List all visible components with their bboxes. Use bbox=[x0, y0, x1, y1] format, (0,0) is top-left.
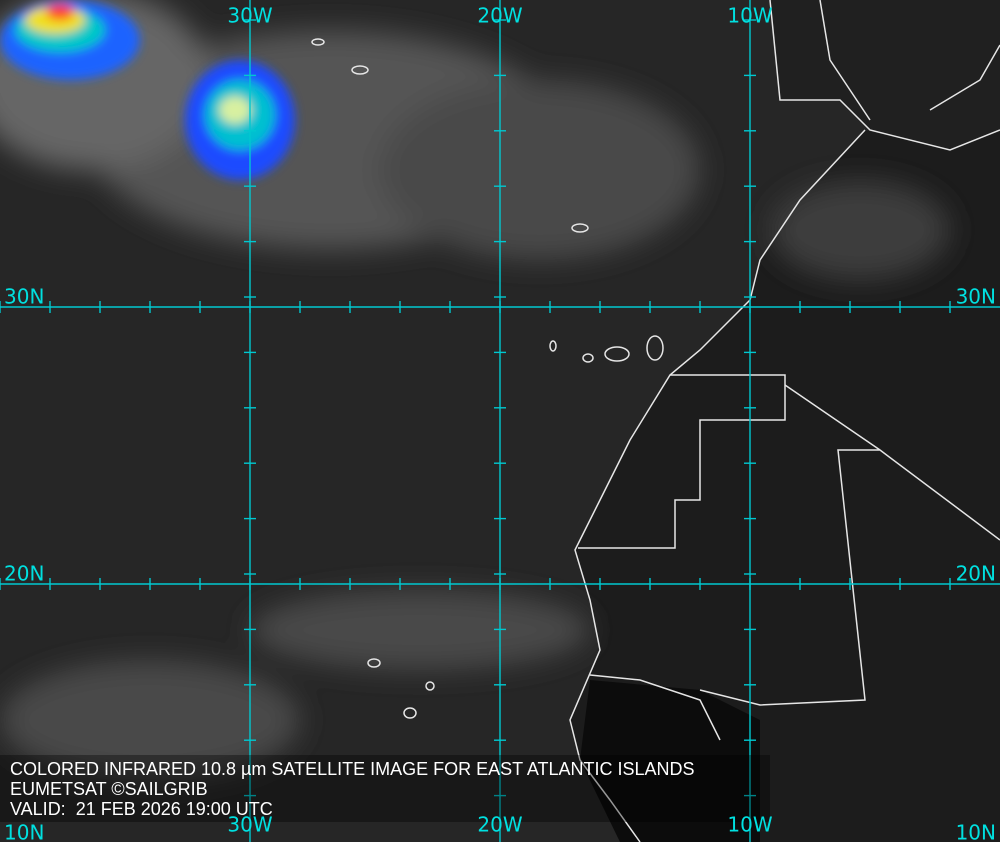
coastlines bbox=[311, 0, 1000, 842]
latitude-label: 30N bbox=[956, 285, 996, 309]
latitude-label: 30N bbox=[4, 285, 44, 309]
latitude-label: 10N bbox=[4, 821, 44, 842]
longitude-label: 30W bbox=[227, 813, 272, 837]
longitude-label: 10W bbox=[727, 4, 772, 28]
latitude-label: 20N bbox=[4, 562, 44, 586]
longitude-label: 20W bbox=[477, 813, 522, 837]
caption-source: EUMETSAT ©SAILGRIB bbox=[10, 779, 208, 799]
caption-band bbox=[0, 755, 770, 822]
latitude-label: 10N bbox=[956, 821, 996, 842]
cold-cloud-tops bbox=[0, 0, 295, 180]
caption-title: COLORED INFRARED 10.8 µm SATELLITE IMAGE… bbox=[10, 759, 695, 779]
longitude-label: 10W bbox=[727, 813, 772, 837]
caption-valid: VALID: 21 FEB 2026 19:00 UTC bbox=[10, 799, 273, 819]
longitude-label: 30W bbox=[227, 4, 272, 28]
land bbox=[570, 0, 1000, 842]
latitude-label: 20N bbox=[956, 562, 996, 586]
longitude-label: 20W bbox=[477, 4, 522, 28]
